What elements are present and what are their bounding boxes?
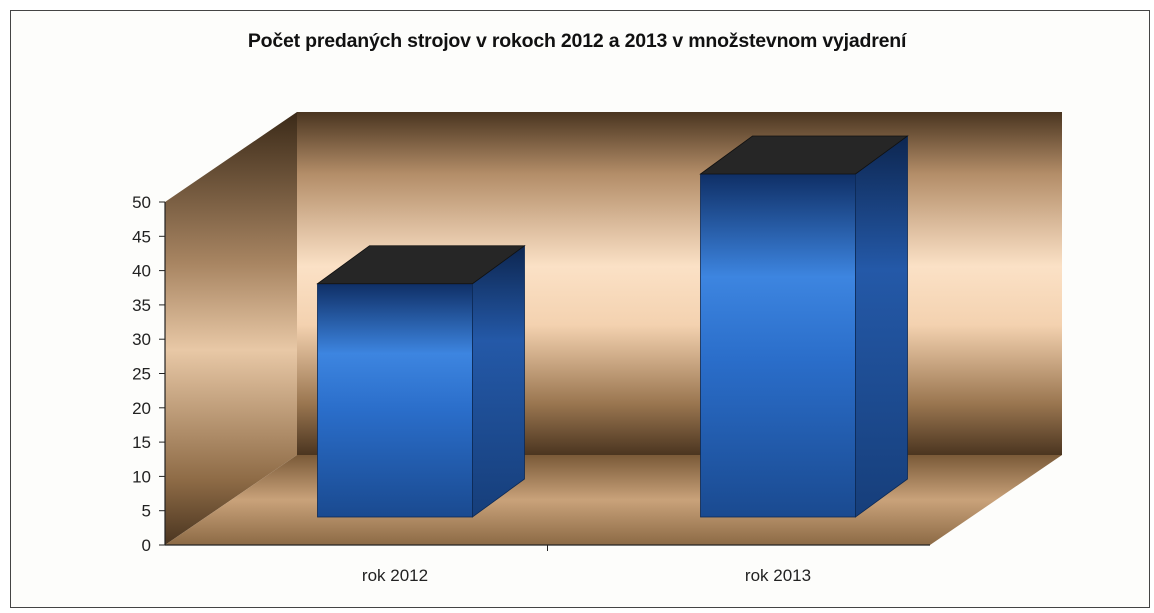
chart-walls: [164, 112, 1062, 546]
side-wall: [165, 112, 297, 545]
y-tick-label: 35: [132, 296, 151, 315]
y-tick-label: 50: [132, 193, 151, 212]
floor: [165, 455, 1062, 545]
y-tick-label: 30: [132, 330, 151, 349]
bar-front-1: [700, 173, 856, 518]
bar-top-1: [699, 135, 909, 175]
y-tick-label: 0: [142, 536, 151, 555]
y-tick-label: 40: [132, 262, 151, 281]
y-tick-label: 5: [142, 502, 151, 521]
bars: [316, 135, 909, 518]
bar-top-0: [316, 245, 526, 285]
y-tick-label: 10: [132, 467, 151, 486]
bar-side-1: [855, 135, 908, 518]
x-axis-categories: rok 2012 rok 2013: [362, 545, 811, 585]
y-tick-label: 15: [132, 433, 151, 452]
y-tick-label: 45: [132, 227, 151, 246]
y-tick-label: 25: [132, 365, 151, 384]
y-axis-ticks: 0 5 10 15 20 25 30 35 40 45 50: [132, 193, 165, 555]
x-category-label: rok 2012: [362, 566, 428, 585]
x-category-label: rok 2013: [745, 566, 811, 585]
bar-side-0: [472, 244, 525, 518]
y-tick-label: 20: [132, 399, 151, 418]
chart-title: Počet predaných strojov v rokoch 2012 a …: [247, 30, 907, 52]
bar-front-0: [317, 283, 473, 518]
